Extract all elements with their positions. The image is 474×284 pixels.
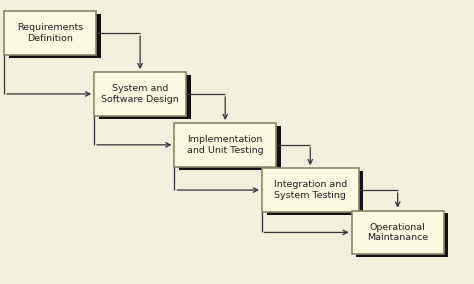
Bar [174, 123, 276, 167]
Bar [266, 171, 364, 215]
Text: System and
Software Design: System and Software Design [101, 84, 179, 104]
Bar [352, 210, 444, 254]
Bar [9, 14, 101, 58]
Text: Operational
Maintanance: Operational Maintanance [367, 223, 428, 242]
Bar [99, 75, 191, 119]
Text: Requirements
Definition: Requirements Definition [17, 24, 83, 43]
Text: Integration and
System Testing: Integration and System Testing [273, 180, 347, 200]
Bar [262, 168, 359, 212]
Text: Implementation
and Unit Testing: Implementation and Unit Testing [187, 135, 264, 154]
Bar [94, 72, 186, 116]
Bar [4, 11, 96, 55]
Bar [356, 213, 448, 257]
Bar [179, 126, 281, 170]
